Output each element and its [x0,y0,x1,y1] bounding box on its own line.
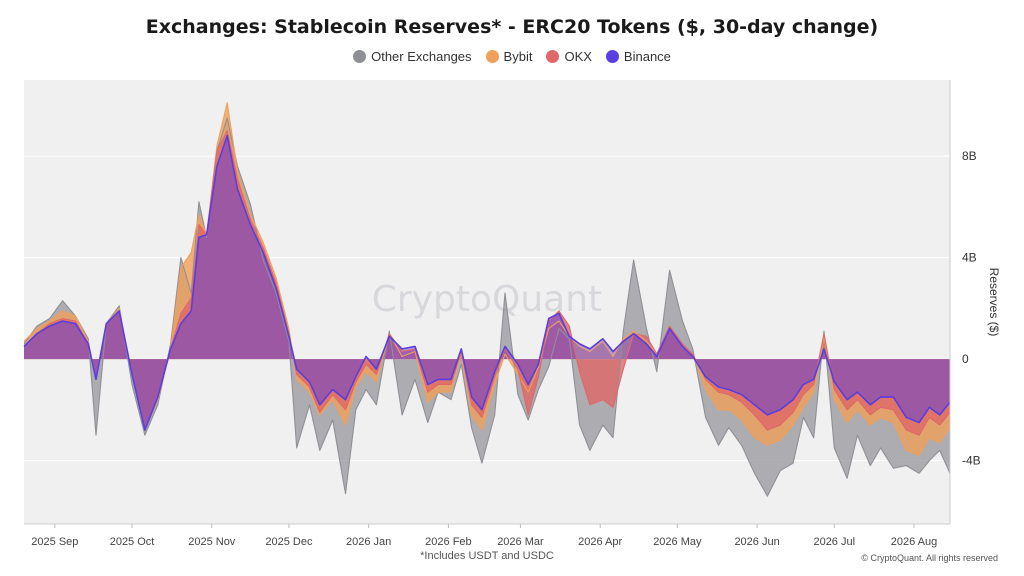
x-tick-label: 2025 Dec [265,536,313,548]
legend-label-binance: Binance [623,49,671,64]
y-axis-label: Reserves ($) [987,268,1001,337]
legend-label-okx: OKX [564,49,592,64]
line-binance [23,135,951,431]
legend-swatch-okx [546,50,560,63]
chart-title: Exchanges: Stablecoin Reserves* - ERC20 … [145,16,879,38]
y-tick-label: 4B [962,251,977,265]
x-tick-label: 2026 Apr [578,536,622,548]
x-tick-label: 2026 Aug [891,536,938,548]
line-okx [23,130,951,436]
x-tick-label: 2025 Sep [31,536,78,548]
x-tick-label: 2026 Jul [813,536,855,548]
area-series [24,102,950,497]
x-tick-label: 2026 Feb [425,536,471,548]
chart-legend: Other Exchanges Bybit OKX Binance [0,49,1024,64]
legend-label-other-exchanges: Other Exchanges [371,49,472,64]
legend-item-bybit[interactable]: Bybit [485,49,533,64]
y-axis-ticks: 8B 4B 0 -4B [962,149,981,467]
copyright-credit: © CryptoQuant. All rights reserved [861,553,998,563]
legend-swatch-other-exchanges [353,50,367,63]
legend-item-binance[interactable]: Binance [605,49,671,64]
legend-label-bybit: Bybit [503,49,533,64]
x-tick-label: 2025 Oct [110,536,155,548]
x-tick-label: 2026 Jan [346,536,391,548]
x-tick-label: 2026 May [653,536,702,548]
line-bybit [23,102,951,457]
legend-item-okx[interactable]: OKX [546,49,592,64]
x-tick-label: 2025 Nov [188,536,236,548]
watermark: CryptoQuant [372,279,602,320]
y-tick-label: 0 [962,352,969,366]
x-tick-label: 2026 Mar [497,536,544,548]
y-tick-label: -4B [962,454,981,468]
line-other-exchanges [23,117,951,497]
area-binance [24,135,950,431]
line-series [23,102,951,497]
y-tick-label: 8B [962,149,977,163]
x-axis-ticks: 2025 Sep 2025 Oct 2025 Nov 2025 Dec 2026 Jan… [31,524,937,548]
legend-item-other-exchanges[interactable]: Other Exchanges [353,49,472,64]
x-tick-label: 2026 Jun [734,536,779,548]
legend-swatch-binance [605,50,619,63]
legend-swatch-bybit [485,50,499,63]
footnote: *Includes USDT and USDC [420,550,554,562]
